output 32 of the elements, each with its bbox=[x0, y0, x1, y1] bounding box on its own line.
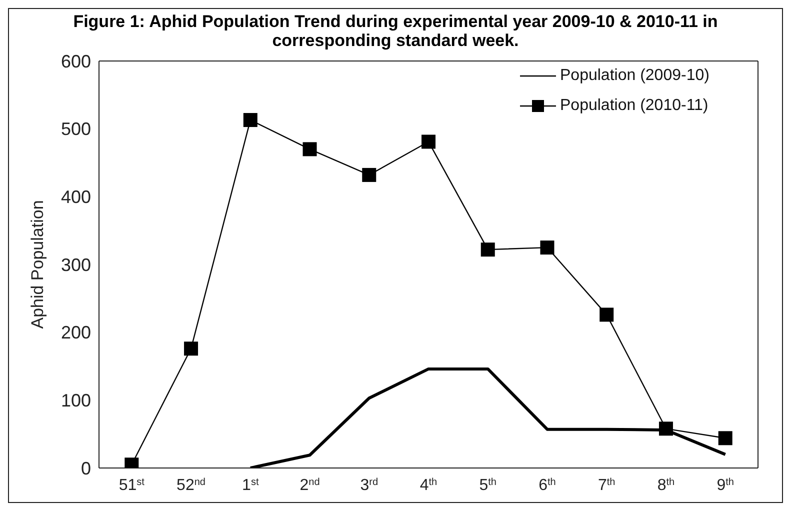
x-tick-label: 51$^{st}$ bbox=[118, 476, 145, 494]
point bbox=[362, 168, 376, 182]
y-tick-label: 200 bbox=[60, 322, 91, 343]
y-axis-title: Aphid Population bbox=[28, 200, 48, 329]
x-tick-label: 52$^{nd}$ bbox=[176, 476, 206, 494]
legend-label: Population (2009-10) bbox=[560, 67, 710, 85]
y-tick-label: 100 bbox=[60, 390, 91, 411]
y-tick-label: 0 bbox=[80, 458, 91, 478]
point bbox=[184, 342, 198, 356]
y-tick-label: 300 bbox=[60, 254, 91, 275]
y-tick-label: 500 bbox=[60, 119, 91, 140]
x-tick-label: 8$^{th}$ bbox=[657, 476, 675, 494]
point bbox=[243, 113, 258, 128]
chart-title: Figure 1: Aphid Population Trend during experimental year 2009-10 & 2010-11 in corresponding standard week. bbox=[72, 11, 719, 52]
x-tick-label: 7$^{th}$ bbox=[598, 476, 616, 494]
x-tick-label: 4$^{th}$ bbox=[420, 476, 438, 494]
x-tick-label: 3$^{rd}$ bbox=[360, 476, 378, 494]
point bbox=[718, 431, 732, 446]
point bbox=[302, 142, 317, 156]
x-tick-label: 6$^{th}$ bbox=[538, 476, 556, 494]
point bbox=[422, 134, 436, 149]
point bbox=[540, 240, 554, 255]
y-tick-label: 400 bbox=[60, 187, 91, 208]
point bbox=[480, 242, 495, 257]
legend-label: Population (2010-11) bbox=[560, 97, 708, 115]
point bbox=[600, 308, 614, 322]
x-tick-label: 1$^{st}$ bbox=[242, 476, 259, 494]
y-tick-label: 600 bbox=[60, 51, 91, 72]
x-tick-label: 9$^{th}$ bbox=[716, 476, 734, 494]
x-tick-label: 2$^{nd}$ bbox=[300, 476, 320, 494]
point bbox=[658, 422, 673, 436]
x-tick-label: 5$^{th}$ bbox=[479, 476, 496, 494]
